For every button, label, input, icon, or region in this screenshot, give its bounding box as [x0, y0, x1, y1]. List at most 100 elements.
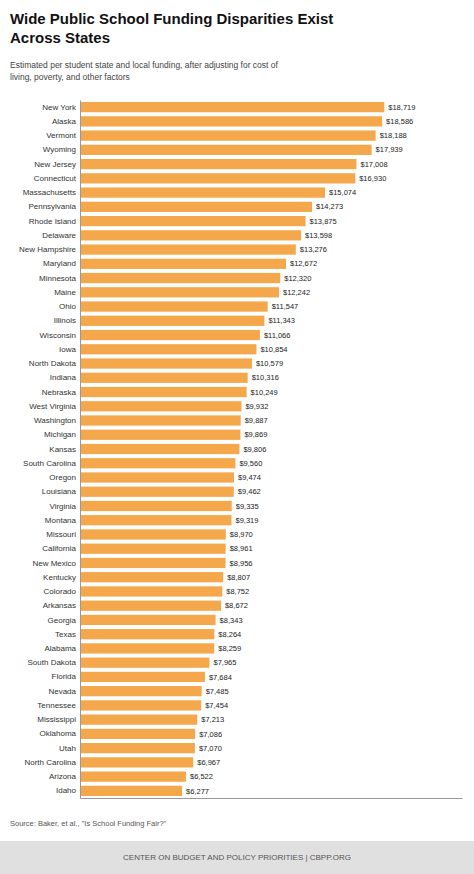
y-tick-label: New Mexico	[32, 559, 76, 568]
y-tick-label: Illinois	[54, 316, 76, 325]
y-tick-label: Texas	[55, 630, 76, 639]
bar	[80, 757, 193, 767]
bar	[80, 501, 232, 511]
y-axis-domain	[80, 101, 81, 799]
bar	[80, 244, 296, 254]
y-tick: South Dakota	[28, 658, 80, 667]
y-tick-label: Florida	[52, 672, 77, 681]
subtitle-line: living, poverty, and other factors	[10, 72, 130, 82]
bar	[80, 230, 301, 240]
bar	[80, 772, 186, 782]
data-label: $7,070	[199, 744, 222, 753]
bar	[80, 786, 182, 796]
y-tick-label: Alaska	[52, 117, 77, 126]
y-tick: New Mexico	[32, 559, 80, 568]
y-tick-label: Tennessee	[37, 701, 76, 710]
bar	[80, 686, 202, 696]
bar	[80, 259, 286, 269]
y-tick: Tennessee	[37, 701, 80, 710]
y-tick: New Hampshire	[19, 245, 80, 254]
bar	[80, 487, 234, 497]
bar	[80, 529, 226, 539]
y-tick-label: Delaware	[42, 231, 76, 240]
y-tick-label: Vermont	[46, 131, 77, 140]
y-tick-label: New York	[42, 103, 77, 112]
y-tick: New York	[42, 103, 80, 112]
data-label: $6,967	[197, 758, 220, 767]
bar	[80, 586, 222, 596]
y-tick-label: West Virginia	[29, 402, 76, 411]
y-tick-label: Missouri	[46, 530, 76, 539]
bar	[80, 572, 223, 582]
bar	[80, 102, 384, 112]
data-label: $8,970	[230, 530, 253, 539]
data-label: $15,074	[329, 188, 356, 197]
y-tick: Idaho	[56, 786, 80, 795]
bar	[80, 116, 382, 126]
y-tick-label: Kansas	[49, 445, 76, 454]
y-tick-label: California	[42, 544, 76, 553]
bar	[80, 700, 201, 710]
y-tick: Wisconsin	[40, 331, 80, 340]
y-tick: New Jersey	[34, 160, 80, 169]
y-tick: North Carolina	[24, 758, 80, 767]
y-tick-label: North Carolina	[24, 758, 76, 767]
bar	[80, 273, 280, 283]
data-label: $17,939	[376, 145, 403, 154]
data-label: $8,259	[218, 644, 241, 653]
y-tick: Washington	[34, 416, 80, 425]
data-label: $6,277	[186, 787, 209, 796]
y-axis: New YorkAlaskaVermontWyomingNew JerseyCo…	[19, 101, 80, 799]
bar	[80, 216, 306, 226]
bar	[80, 472, 234, 482]
y-tick: Michigan	[44, 430, 80, 439]
y-tick-label: Colorado	[44, 587, 77, 596]
bar	[80, 358, 252, 368]
data-label: $7,485	[206, 687, 229, 696]
data-label: $8,672	[225, 601, 248, 610]
y-tick: South Carolina	[23, 459, 80, 468]
bar	[80, 145, 372, 155]
y-tick-label: North Dakota	[29, 359, 77, 368]
y-tick-label: South Carolina	[23, 459, 76, 468]
data-label: $10,249	[251, 388, 278, 397]
bar	[80, 558, 226, 568]
x-axis-domain	[81, 798, 463, 799]
bar	[80, 415, 241, 425]
data-label: $9,462	[238, 487, 261, 496]
data-label: $8,961	[230, 544, 253, 553]
y-tick: Louisiana	[42, 487, 80, 496]
y-tick-label: Arkansas	[43, 601, 76, 610]
data-label: $9,806	[243, 445, 266, 454]
bar	[80, 187, 325, 197]
y-tick: Missouri	[46, 530, 80, 539]
y-tick-label: Massachusetts	[23, 188, 76, 197]
y-tick: Florida	[52, 672, 80, 681]
y-tick-label: Nebraska	[42, 388, 77, 397]
y-tick-label: Utah	[59, 744, 76, 753]
data-label: $13,875	[310, 217, 337, 226]
y-tick-label: Idaho	[56, 786, 77, 795]
data-label: $7,213	[201, 715, 224, 724]
title: Wide Public School Funding Disparities E…	[10, 10, 333, 46]
y-tick: Ohio	[59, 302, 80, 311]
y-tick-label: New Jersey	[34, 160, 76, 169]
y-tick: Alabama	[44, 644, 80, 653]
y-tick: Texas	[55, 630, 80, 639]
y-tick-label: Virginia	[49, 502, 76, 511]
y-tick: California	[42, 544, 80, 553]
data-label: $12,242	[283, 288, 310, 297]
data-label: $18,586	[386, 117, 413, 126]
bar	[80, 458, 235, 468]
data-label: $10,854	[260, 345, 287, 354]
bar	[80, 643, 214, 653]
y-tick-label: Rhode Island	[29, 217, 76, 226]
y-tick-label: Maryland	[43, 259, 76, 268]
y-tick: Iowa	[59, 345, 80, 354]
y-tick-label: Louisiana	[42, 487, 77, 496]
data-label: $9,474	[238, 473, 261, 482]
y-tick: Maryland	[43, 259, 80, 268]
bar	[80, 387, 247, 397]
data-label: $9,932	[245, 402, 268, 411]
data-label: $8,752	[226, 587, 249, 596]
